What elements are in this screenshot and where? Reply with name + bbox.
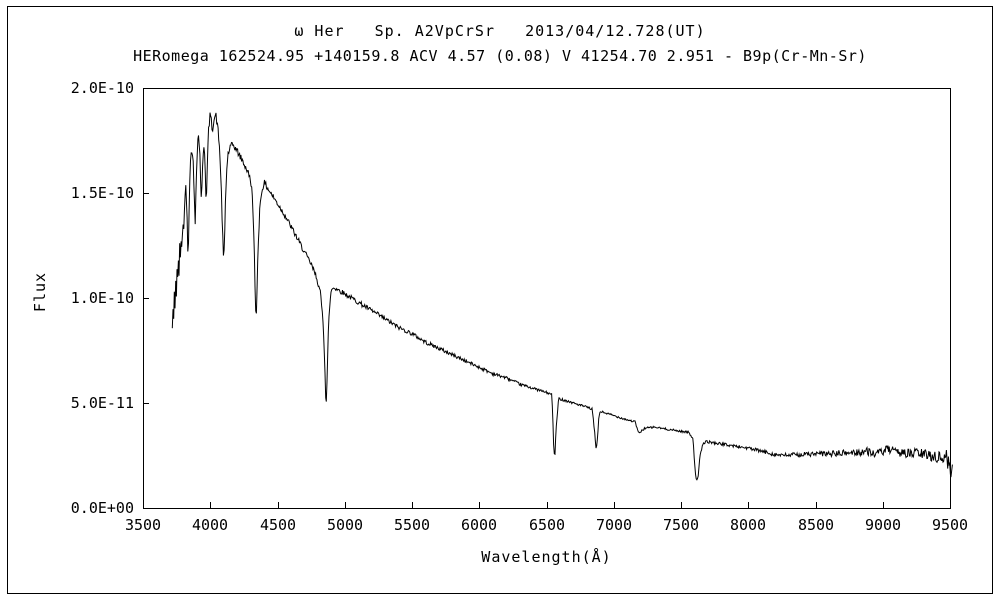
- y-tick-label: 1.0E-10: [71, 289, 134, 307]
- x-tick-label: 5500: [394, 516, 430, 534]
- x-tick-label: 6500: [529, 516, 565, 534]
- y-tick-label: 1.5E-10: [71, 184, 134, 202]
- x-axis-label: Wavelength(Å): [481, 548, 612, 566]
- chart-title: ω Her Sp. A2VpCrSr 2013/04/12.728(UT): [294, 22, 706, 40]
- x-tick-label: 7500: [663, 516, 699, 534]
- y-tick-label: 2.0E-10: [71, 79, 134, 97]
- y-axis-label: Flux: [31, 271, 49, 313]
- x-tick-label: 3500: [125, 516, 161, 534]
- chart-subtitle: HERomega 162524.95 +140159.8 ACV 4.57 (0…: [133, 47, 867, 65]
- x-tick-label: 4500: [260, 516, 296, 534]
- y-tick-label: 5.0E-11: [71, 394, 134, 412]
- y-tick-label: 0.0E+00: [71, 499, 134, 517]
- x-tick-label: 7000: [596, 516, 632, 534]
- x-tick-label: 9000: [865, 516, 901, 534]
- x-tick-label: 4000: [192, 516, 228, 534]
- x-tick-label: 8000: [730, 516, 766, 534]
- plot-frame: [143, 88, 951, 509]
- spectrum-line: [171, 112, 953, 481]
- x-tick-label: 6000: [461, 516, 497, 534]
- x-tick-label: 9500: [932, 516, 968, 534]
- x-tick-label: 5000: [327, 516, 363, 534]
- figure-border: [7, 6, 993, 594]
- x-tick-label: 8500: [798, 516, 834, 534]
